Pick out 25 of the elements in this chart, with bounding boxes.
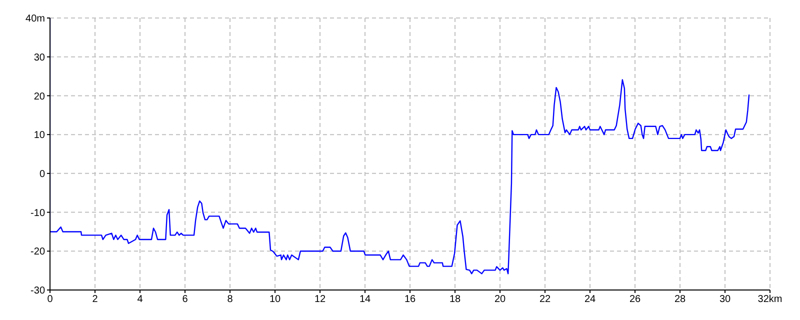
x-tick-label: 18 bbox=[449, 294, 461, 306]
x-tick-label: 12 bbox=[314, 294, 326, 306]
x-tick-label: 22 bbox=[539, 294, 551, 306]
x-tick-label: 14 bbox=[359, 294, 371, 306]
x-tick-label: 10 bbox=[269, 294, 281, 306]
y-tick-label: 40m bbox=[26, 14, 45, 25]
y-tick-label: 0 bbox=[39, 168, 46, 180]
x-tick-label: 32km bbox=[758, 294, 782, 306]
y-tick-label: 20 bbox=[34, 91, 46, 102]
y-tick-label: -30 bbox=[30, 286, 46, 297]
x-tick-label: 4 bbox=[137, 294, 144, 306]
x-tick-label: 8 bbox=[227, 294, 234, 306]
x-tick-label: 2 bbox=[92, 294, 98, 306]
y-tick-label: -20 bbox=[30, 246, 46, 258]
x-tick-label: 0 bbox=[47, 294, 54, 306]
x-tick-label: 30 bbox=[719, 294, 731, 306]
x-tick-label: 20 bbox=[494, 294, 506, 306]
y-tick-label: 10 bbox=[34, 130, 46, 142]
y-tick-label: 30 bbox=[34, 52, 46, 64]
x-tick-label: 24 bbox=[584, 294, 596, 306]
x-tick-label: 28 bbox=[674, 294, 686, 306]
y-tick-label: -10 bbox=[30, 208, 46, 219]
x-tick-label: 6 bbox=[182, 294, 188, 306]
x-tick-label: 16 bbox=[404, 294, 416, 306]
x-tick-label: 26 bbox=[629, 294, 641, 306]
